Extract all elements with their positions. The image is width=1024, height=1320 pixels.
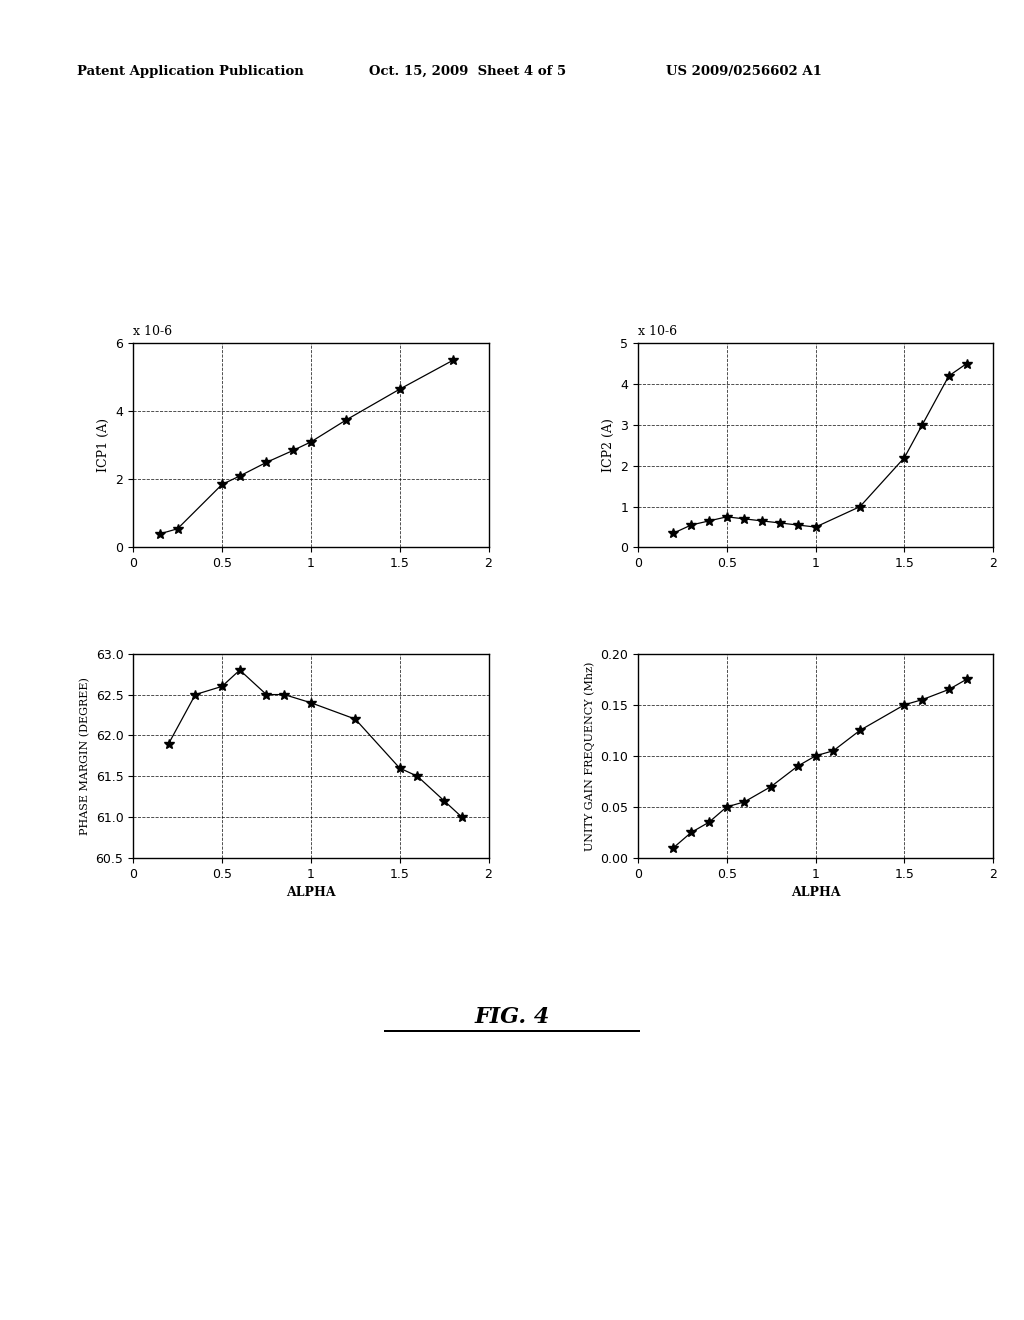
Text: x 10-6: x 10-6	[133, 325, 172, 338]
Y-axis label: ICP2 (A): ICP2 (A)	[601, 418, 614, 473]
Text: FIG. 4: FIG. 4	[474, 1006, 550, 1028]
X-axis label: ALPHA: ALPHA	[286, 886, 336, 899]
Y-axis label: UNITY GAIN FREQUENCY (Mhz): UNITY GAIN FREQUENCY (Mhz)	[584, 661, 595, 850]
Text: US 2009/0256602 A1: US 2009/0256602 A1	[666, 65, 821, 78]
Text: Patent Application Publication: Patent Application Publication	[77, 65, 303, 78]
Y-axis label: ICP1 (A): ICP1 (A)	[97, 418, 110, 473]
Text: Oct. 15, 2009  Sheet 4 of 5: Oct. 15, 2009 Sheet 4 of 5	[369, 65, 566, 78]
Y-axis label: PHASE MARGIN (DEGREE): PHASE MARGIN (DEGREE)	[80, 677, 90, 834]
X-axis label: ALPHA: ALPHA	[791, 886, 841, 899]
Text: x 10-6: x 10-6	[638, 325, 677, 338]
